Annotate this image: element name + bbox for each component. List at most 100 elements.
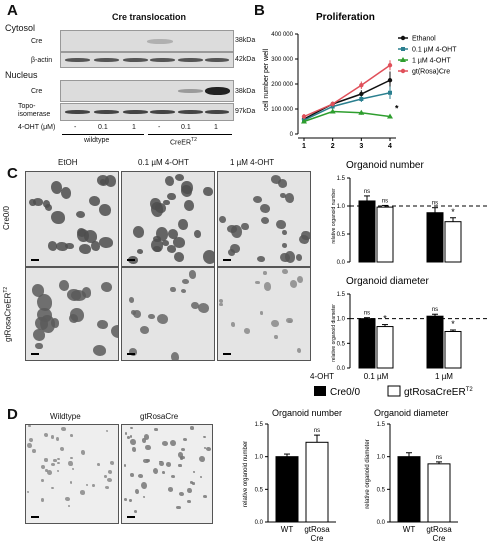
panel-b-letter: B (254, 2, 265, 19)
organoid (50, 318, 60, 328)
proliferation-chart: Proliferation cell number per well 0 100 … (263, 12, 457, 150)
organoid (151, 238, 163, 252)
micrograph (217, 171, 311, 267)
blot-kda: 97kDa (235, 108, 256, 115)
y-tick-label: 0.0 (337, 260, 346, 266)
chart-title: Organoid diameter (374, 408, 449, 418)
organoid (80, 450, 85, 455)
organoid (129, 472, 134, 477)
legend-label: 0.1 µM 4-OHT (412, 47, 457, 54)
organoid (157, 313, 169, 324)
blot-beta-actin (60, 52, 234, 68)
organoid (104, 474, 107, 478)
organoid (56, 457, 60, 461)
series-line (303, 92, 391, 121)
organoid (79, 490, 85, 495)
organoid (184, 200, 194, 212)
col-header-gtrosacre: gtRosaCre (140, 412, 179, 421)
significance-label: * (383, 314, 387, 324)
series-line (303, 79, 391, 120)
organoid (281, 229, 287, 235)
organoid (230, 243, 241, 254)
organoid (199, 455, 206, 463)
organoid (97, 320, 109, 330)
organoid (171, 352, 180, 360)
organoid (166, 244, 177, 253)
organoid (252, 195, 263, 204)
organoid (182, 279, 190, 285)
col-header-1: 1 µM 4-OHT (230, 158, 275, 167)
organoid (154, 427, 158, 432)
organoid (228, 249, 236, 256)
chart-title: Organoid number (346, 160, 424, 171)
organoid (32, 328, 46, 341)
organoid (83, 229, 98, 243)
y-tick-label: 0.5 (377, 487, 386, 493)
organoid (230, 225, 242, 239)
x-tick-label: 1 (302, 143, 306, 150)
organoid (274, 334, 278, 339)
blot-row-label: Topo-isomerase (18, 103, 51, 118)
organoid (143, 434, 150, 441)
y-tick-label: 0 (290, 132, 294, 138)
organoid (259, 311, 264, 315)
organoid (202, 435, 206, 438)
y-tick-label: 0.0 (255, 520, 264, 526)
bar (444, 330, 462, 369)
organoid (187, 499, 192, 504)
x-tick-label: WT (403, 525, 416, 534)
organoid (110, 324, 118, 338)
scale-bar (31, 353, 39, 355)
organoid (270, 175, 282, 185)
x-tick-label: 2 (331, 143, 335, 150)
organoid (218, 298, 223, 304)
organoid (202, 495, 207, 499)
organoid (55, 436, 60, 441)
organoid (203, 250, 214, 264)
dose-label: 1 (214, 124, 218, 131)
row-label-gtrosa: gtRosaCreERT2 (3, 286, 13, 342)
organoid (129, 499, 132, 502)
x-tick-label: gtRosa (304, 525, 330, 534)
organoid (154, 202, 166, 214)
data-point (387, 78, 393, 83)
organoid (91, 241, 100, 251)
organoid (44, 204, 53, 212)
organoid (41, 498, 45, 502)
legend-label: gt(Rosa)Cre (412, 69, 450, 76)
data-point (329, 108, 336, 114)
organoid (61, 426, 66, 431)
organoid (285, 317, 294, 324)
organoid (124, 431, 128, 435)
scale-bar (223, 353, 231, 355)
legend-label: 1 µM 4-OHT (412, 58, 451, 65)
bar (275, 456, 299, 523)
organoid (98, 237, 113, 248)
organoid (68, 460, 74, 467)
y-axis-label: relative organoid diameter (331, 304, 337, 362)
organoid (99, 179, 107, 186)
organoid (174, 174, 184, 182)
dose-label: - (74, 124, 77, 131)
blot-cre-nucleus (60, 80, 234, 102)
col-header-etoh: EtOH (58, 158, 78, 167)
organoid (161, 470, 165, 475)
blot-row-label: Cre (31, 38, 43, 45)
organoid (51, 210, 65, 224)
organoid (205, 447, 211, 452)
organoid (170, 474, 175, 478)
organoid (163, 200, 170, 206)
organoid (71, 467, 75, 471)
organoid (257, 255, 266, 263)
y-tick-label: 1.5 (337, 176, 346, 182)
scale-bar (223, 259, 231, 261)
micrograph (25, 171, 119, 267)
organoid (197, 302, 209, 313)
y-tick-label: 1.0 (377, 455, 386, 461)
organoid (67, 504, 71, 507)
blot-cre-cytosol (60, 30, 234, 52)
legend-swatch (387, 385, 401, 397)
scale-bar (127, 516, 135, 518)
micrograph (121, 171, 215, 267)
y-tick-label: 0.5 (255, 487, 264, 493)
